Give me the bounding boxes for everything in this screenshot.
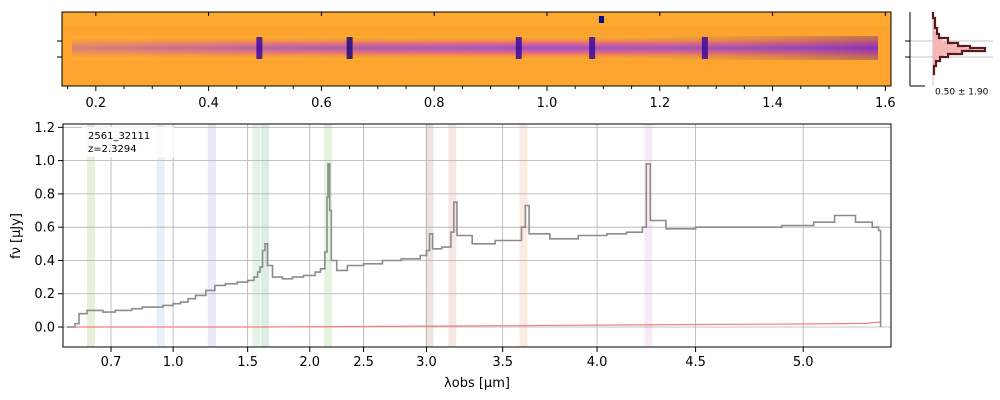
spectrum-2d-panel: 0.2 0.4 0.6 0.8 1.0 1.2 1.4 1.6 xyxy=(57,11,896,111)
x-tick-label: 2.0 xyxy=(299,355,320,370)
y-tick-label: 1.2 xyxy=(34,121,55,136)
spectrum-2d-x-tick-label: 0.6 xyxy=(311,96,332,111)
emission-line-band xyxy=(448,124,457,347)
profile-histogram-line xyxy=(931,12,987,76)
spectrum-2d-emission-feature xyxy=(589,37,596,59)
profile-panel: 0.50 ± 1.90 xyxy=(905,12,993,98)
x-tick-label: 0.7 xyxy=(101,355,122,370)
spectrum-2d-emission-feature xyxy=(701,37,708,59)
x-tick-label: 4.5 xyxy=(685,355,706,370)
spectrum-2d-x-tick-label: 1.4 xyxy=(762,96,783,111)
y-tick-label: 0.6 xyxy=(34,221,55,236)
spectrum-2d-emission-feature xyxy=(346,37,353,59)
spectrum-2d-emission-feature xyxy=(256,37,263,59)
spectrum-2d-noise-band-upper xyxy=(62,12,891,26)
spectrum-2d-x-tick-label: 1.2 xyxy=(649,96,670,111)
x-axis: 0.7 1.0 1.5 2.0 2.5 3.0 3.5 4.0 4.5 5.0 xyxy=(101,347,814,370)
spectrum-2d-x-tick-label: 0.4 xyxy=(198,96,219,111)
legend-box xyxy=(82,127,174,157)
spectrum-1d-background xyxy=(63,124,891,347)
spectrum-1d-panel: 0.7 1.0 1.5 2.0 2.5 3.0 3.5 4.0 4.5 5.0 0.0 0.2 0.4… xyxy=(9,121,892,391)
y-tick-label: 0.0 xyxy=(34,321,55,336)
spectrum-2d-trace-shading xyxy=(72,36,878,60)
spectrum-2d-frame xyxy=(61,11,892,87)
spectrum-2d-x-tick-label: 0.2 xyxy=(85,96,106,111)
x-tick-label: 4.0 xyxy=(587,355,608,370)
error-series-line xyxy=(67,321,881,328)
x-tick-label: 3.5 xyxy=(492,355,513,370)
emission-line-band xyxy=(156,124,165,347)
x-tick-label: 1.5 xyxy=(237,355,258,370)
redshift-label: z=2.3294 xyxy=(88,144,137,155)
x-axis-label: λobs [μm] xyxy=(444,376,510,391)
emission-line-band xyxy=(261,124,270,347)
x-tick-label: 2.5 xyxy=(353,355,374,370)
spectrum-2d-x-tick-label: 0.8 xyxy=(424,96,445,111)
spectrum-2d-emission-features xyxy=(256,37,708,59)
y-axis: 0.0 0.2 0.4 0.6 0.8 1.0 1.2 xyxy=(34,121,63,336)
emission-line-band xyxy=(87,124,96,347)
flux-series-line xyxy=(67,163,882,328)
y-tick-label: 1.0 xyxy=(34,154,55,169)
y-axis-label: fν [μJy] xyxy=(9,213,24,259)
y-tick-label: 0.2 xyxy=(34,287,55,302)
emission-line-band xyxy=(644,124,653,347)
spectrum-2d-x-tick-label: 1.0 xyxy=(537,96,558,111)
profile-annotation: 0.50 ± 1.90 xyxy=(935,88,989,98)
spectrum-2d-x-tick-label: 1.6 xyxy=(875,96,896,111)
x-tick-label: 5.0 xyxy=(793,355,814,370)
x-tick-label: 3.0 xyxy=(416,355,437,370)
spectrum-2d-emission-feature xyxy=(515,37,522,59)
emission-line-band xyxy=(252,124,261,347)
y-tick-label: 0.8 xyxy=(34,187,55,202)
x-tick-label: 1.0 xyxy=(163,355,184,370)
emission-line-band xyxy=(519,124,528,347)
emission-line-band xyxy=(207,124,216,347)
spectrum-2d-x-axis: 0.2 0.4 0.6 0.8 1.0 1.2 1.4 1.6 xyxy=(67,12,896,111)
y-tick-label: 0.4 xyxy=(34,254,55,269)
profile-histogram-fill xyxy=(933,14,975,74)
spectrum-2d-hot-pixel xyxy=(599,16,604,23)
emission-line-band xyxy=(324,124,333,347)
spectrum-id-label: 2561_32111 xyxy=(88,131,150,142)
spectrum-1d-frame xyxy=(62,123,892,348)
